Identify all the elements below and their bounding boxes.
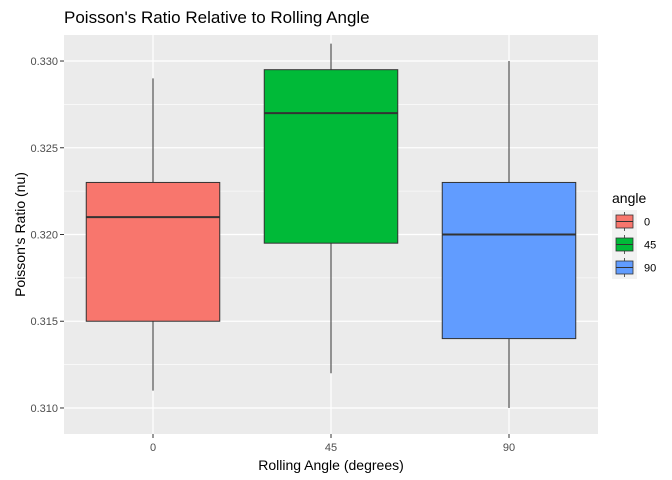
y-tick-label: 0.330 [30,56,58,68]
x-axis-title: Rolling Angle (degrees) [258,457,404,473]
box-rect [441,181,577,340]
y-tick-label: 0.320 [30,230,58,242]
legend-label: 0 [644,217,650,229]
chart-title: Poisson's Ratio Relative to Rolling Angl… [64,8,370,27]
legend-title: angle [612,190,646,206]
x-axis-ticks: 0 45 90 [150,434,515,454]
boxes [85,43,577,408]
y-axis-title: Poisson's Ratio (nu) [12,172,28,297]
legend-item-90: 90 [612,256,656,279]
legend-label: 45 [644,240,656,252]
box-rect [85,181,221,322]
x-tick-label: 90 [503,442,515,454]
legend: angle 0 45 90 [612,190,656,279]
y-tick-label: 0.315 [30,316,58,328]
box-90 [441,61,577,408]
box-45 [263,43,399,374]
y-tick-label: 0.325 [30,143,58,155]
y-tick-label: 0.310 [30,403,58,415]
y-axis-ticks: 0.310 0.315 0.320 0.325 0.330 [30,56,64,415]
box-rect [263,69,399,244]
x-tick-label: 45 [325,442,337,454]
box-0 [85,78,221,391]
legend-item-0: 0 [612,210,650,233]
legend-item-45: 45 [612,233,656,256]
x-tick-label: 0 [150,442,156,454]
legend-label: 90 [644,263,656,275]
